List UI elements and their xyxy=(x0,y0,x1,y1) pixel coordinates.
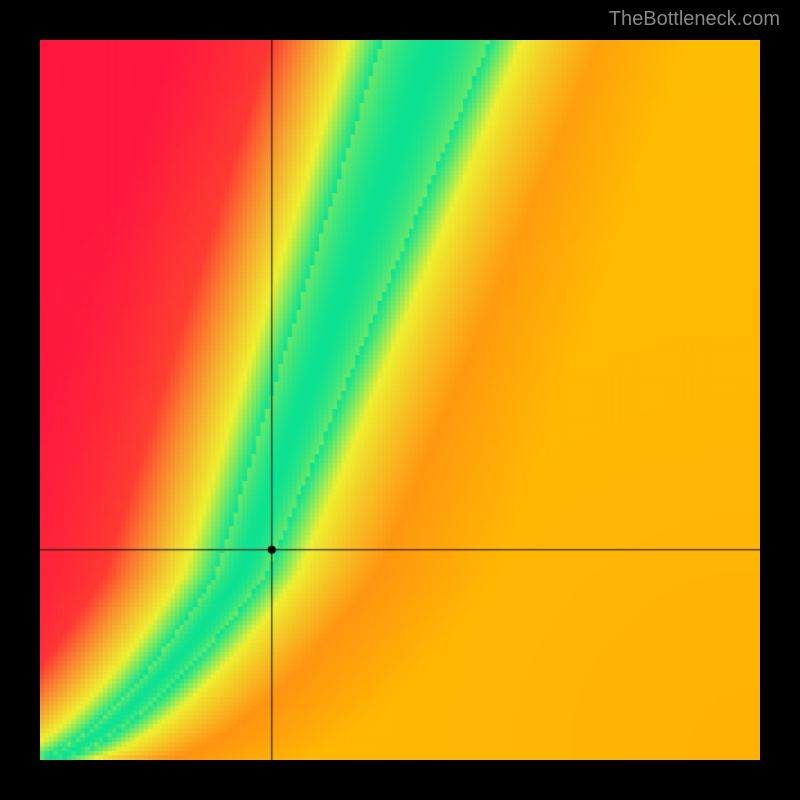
root-container: TheBottleneck.com xyxy=(0,0,800,800)
watermark-text: TheBottleneck.com xyxy=(609,8,780,31)
heatmap-canvas xyxy=(40,40,760,760)
bottleneck-heatmap xyxy=(40,40,760,760)
